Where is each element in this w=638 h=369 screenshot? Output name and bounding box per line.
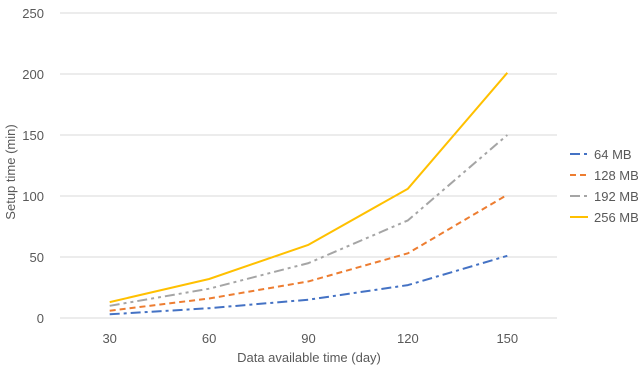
- x-tick-label: 90: [301, 331, 315, 346]
- legend-label: 128 MB: [594, 168, 638, 183]
- x-tick-labels: 30 60 90 120 150: [102, 331, 518, 346]
- y-tick-label: 250: [22, 6, 44, 21]
- y-tick-label: 200: [22, 67, 44, 82]
- x-tick-label: 30: [102, 331, 116, 346]
- y-tick-label: 150: [22, 128, 44, 143]
- x-tick-label: 120: [397, 331, 419, 346]
- series-line-192-mb: [109, 134, 508, 307]
- x-axis-title: Data available time (day): [237, 350, 381, 365]
- series-lines: [109, 72, 509, 316]
- series-line-256-mb: [109, 72, 509, 304]
- x-tick-label: 150: [496, 331, 518, 346]
- x-tick-label: 60: [202, 331, 216, 346]
- gridlines: [60, 12, 557, 319]
- series-line-128-mb: [109, 193, 508, 312]
- y-axis-title: Setup time (min): [3, 124, 18, 219]
- legend: 64 MB 128 MB 192 MB 256 MB: [570, 147, 638, 225]
- y-tick-label: 0: [37, 311, 44, 326]
- legend-label: 64 MB: [594, 147, 632, 162]
- y-tick-label: 100: [22, 189, 44, 204]
- legend-label: 256 MB: [594, 210, 638, 225]
- y-tick-label: 50: [30, 250, 44, 265]
- y-tick-labels: 0 50 100 150 200 250: [22, 6, 44, 326]
- legend-label: 192 MB: [594, 189, 638, 204]
- series-line-64-mb: [109, 254, 508, 316]
